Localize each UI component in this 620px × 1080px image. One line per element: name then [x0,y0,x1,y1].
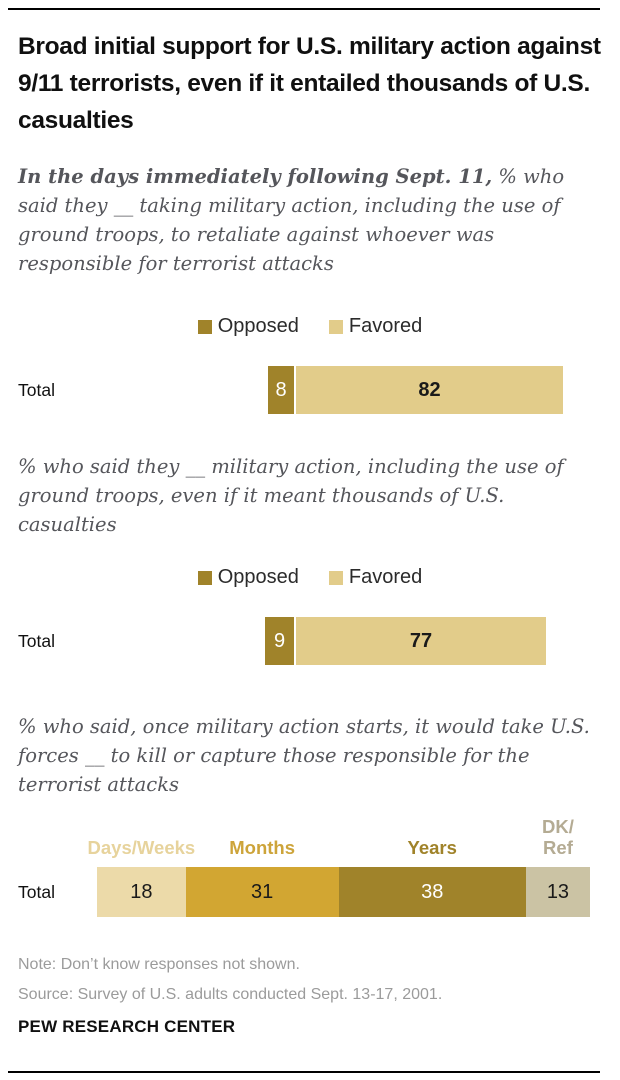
segment-header-line: DK/ [542,816,574,837]
bar-chart-duration: Total 18 31 38 13 [0,867,620,917]
value-opposed: 8 [275,378,287,401]
bar-segment-years: 38 [338,867,526,917]
bar-segment-opposed: 8 [268,366,294,414]
value-years: 38 [421,880,444,903]
footnotes: Note: Don’t know responses not shown. So… [18,950,602,1010]
pew-research-center-wordmark: PEW RESEARCH CENTER [18,1017,236,1036]
question-1-text: % who said they __ taking military actio… [18,165,565,275]
bottom-rule [8,1071,600,1073]
segment-header-line: Days/Weeks [87,837,196,858]
segment-header-dk-ref: DK/Ref [478,816,620,858]
opposed-swatch [197,319,212,334]
question-3: % who said, once military action starts,… [18,715,590,796]
category-label: Total [18,881,55,902]
segment-header-years: Years [352,837,512,858]
legend-chart-1: Opposed Favored [0,315,620,338]
category-label: Total [18,630,55,651]
value-favored: 82 [418,378,441,401]
note-line: Note: Don’t know responses not shown. [18,956,300,973]
segment-header-months: Months [182,837,342,858]
favored-swatch [328,570,343,585]
bar-chart-casualties: Total 9 77 [0,617,620,665]
bar-segment-favored: 82 [296,366,563,414]
question-2: % who said they __ military action, incl… [18,455,564,536]
value-opposed: 9 [273,629,286,652]
legend-label-opposed: Opposed [217,566,299,588]
value-days-weeks: 18 [130,880,153,903]
value-favored: 77 [409,629,433,652]
page-title: Broad initial support for U.S. military … [18,33,601,134]
segment-headers-chart-3: Days/Weeks Months Years DK/Ref [0,804,620,862]
bar-segment-favored: 77 [296,617,546,665]
segment-header-line: Years [407,837,457,858]
bar-segment-opposed: 9 [265,617,294,665]
bar-segment-days-weeks: 18 [97,867,186,917]
category-label: Total [18,379,55,400]
question-1-lead-in: In the days immediately following Sept. … [18,165,493,188]
value-months: 31 [251,880,274,903]
legend-item-favored: Favored [328,315,423,338]
segment-header-line: Ref [543,837,573,858]
legend-label-favored: Favored [348,566,423,588]
source-line: Source: Survey of U.S. adults conducted … [18,986,443,1003]
value-dk-ref: 13 [546,880,570,903]
legend-item-opposed: Opposed [197,315,299,338]
legend-chart-2: Opposed Favored [0,566,620,589]
legend-label-opposed: Opposed [217,315,299,337]
bar-segment-dk-ref: 13 [525,867,590,917]
bar-chart-retaliation: Total 8 82 [0,366,620,414]
legend-item-opposed: Opposed [197,566,299,589]
question-1: In the days immediately following Sept. … [18,162,602,278]
bar-segment-months: 31 [185,867,339,917]
favored-swatch [328,319,343,334]
top-rule [8,8,600,10]
opposed-swatch [197,570,212,585]
segment-header-line: Months [229,837,296,858]
legend-item-favored: Favored [328,566,423,589]
legend-label-favored: Favored [348,315,423,337]
segment-header-days-weeks: Days/Weeks [61,837,221,858]
